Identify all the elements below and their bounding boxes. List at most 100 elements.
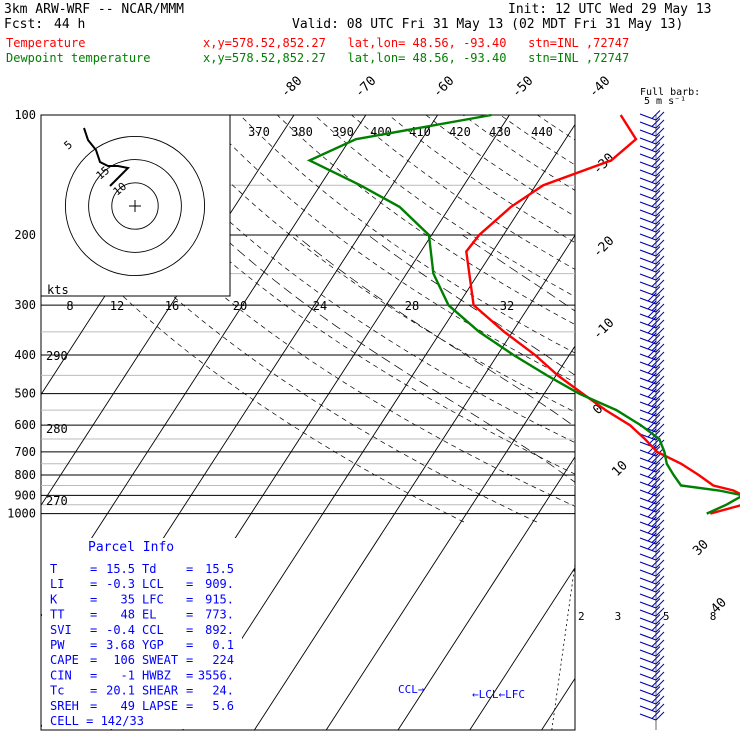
wind-barb-flag — [655, 703, 665, 713]
wind-barb-flag — [655, 679, 665, 689]
wind-barb-flag — [651, 502, 661, 511]
parcel-eq: = — [90, 562, 97, 576]
wind-barb-flag — [651, 462, 661, 471]
dry-adiabat — [91, 115, 575, 475]
wind-barb-flag — [655, 175, 665, 185]
wind-barb-flag — [655, 279, 665, 289]
wind-barb-flag — [647, 508, 657, 518]
wind-barb — [639, 553, 657, 561]
wind-barb-flag — [647, 484, 657, 494]
wind-barb-flag — [647, 300, 657, 310]
wind-barb-flag — [651, 222, 661, 231]
parcel-eq: = — [90, 623, 97, 637]
wind-barb-flag — [651, 606, 661, 615]
dry-adiabat — [649, 115, 740, 522]
isotherm-label--20: -20 — [590, 234, 617, 261]
wind-barb — [639, 601, 657, 609]
wind-barb-flag — [647, 540, 657, 550]
wind-barb — [639, 617, 657, 625]
parcel-eq: = — [90, 638, 97, 652]
wind-barb — [639, 153, 657, 161]
dewpoint-legend: Dewpoint temperature — [6, 51, 151, 65]
parcel-eq: = — [186, 638, 193, 652]
wind-barb-flag — [651, 182, 661, 191]
wind-barb-flag — [651, 158, 661, 167]
wind-barb-flag — [655, 335, 665, 345]
parcel-value: 915. — [205, 592, 234, 606]
speed-tick-16: 16 — [165, 299, 179, 313]
wind-barb-flag — [651, 254, 661, 263]
mixing-ratio-line — [551, 561, 575, 730]
isotherm-label-30: 30 — [690, 537, 712, 559]
wind-barb-flag — [655, 151, 665, 161]
wind-barb-flag — [651, 534, 661, 543]
wind-barb-flag — [655, 631, 665, 641]
isotherm--60 — [182, 123, 575, 730]
parcel-eq: = — [186, 592, 193, 606]
wind-barb-flag — [655, 167, 665, 177]
moist-adiabat — [585, 235, 740, 514]
moist-adiabat — [220, 234, 575, 483]
parcel-value: 106 — [113, 653, 135, 667]
wind-barb-flag — [655, 471, 665, 481]
wind-barb-flag — [651, 686, 661, 695]
pressure-label-1000: 1000 — [7, 507, 36, 521]
wind-barb-flag — [655, 375, 665, 385]
moist-adiabat — [462, 234, 575, 312]
parcel-value: -0.4 — [106, 623, 135, 637]
wind-barb-flag — [655, 599, 665, 609]
parcel-key: EL — [142, 608, 156, 622]
wind-barb-flag — [647, 420, 657, 430]
wind-barb — [639, 705, 657, 713]
wind-barb-flag — [651, 286, 661, 295]
wind-barb-flag — [655, 495, 665, 505]
wind-barb-flag — [651, 414, 661, 423]
isotherm--30 — [397, 456, 575, 730]
wind-barb-flag — [651, 486, 661, 495]
wind-barb-flag — [651, 470, 661, 479]
pressure-label-200: 200 — [14, 228, 36, 242]
theta-top-label-440: 440 — [531, 125, 553, 139]
dry-adiabat — [276, 115, 575, 325]
wind-barb-flag — [647, 356, 657, 366]
wind-barb-flag — [647, 404, 657, 414]
dewpoint-line — [306, 113, 740, 515]
wind-barb — [639, 585, 657, 593]
isotherm-label--10: -10 — [590, 316, 617, 343]
dry-adiabat — [128, 115, 575, 444]
wind-barb-flag — [651, 614, 661, 623]
parcel-key: LFC — [142, 592, 164, 606]
wind-barb — [639, 249, 657, 257]
parcel-key: SREH — [50, 699, 79, 713]
wind-barb-flag — [651, 654, 661, 663]
parcel-key: CCL — [142, 623, 164, 637]
wind-barb — [639, 265, 657, 273]
parcel-eq: = — [90, 592, 97, 606]
mixing-ratio-label: 5 — [663, 610, 670, 623]
wind-barb — [639, 161, 657, 169]
wind-barb-flag — [647, 364, 657, 374]
wind-barb-flag — [647, 468, 657, 478]
wind-barb — [639, 665, 657, 673]
wind-barb-flag — [655, 711, 665, 721]
wind-barb-flag — [655, 535, 665, 545]
parcel-key: CAPE — [50, 653, 79, 667]
wind-barb-flag — [647, 476, 657, 486]
parcel-eq: = — [186, 623, 193, 637]
wind-barb-flag — [651, 318, 661, 327]
parcel-value: 20.1 — [106, 684, 135, 698]
wind-barb-flag — [655, 231, 665, 241]
wind-barb-flag — [651, 342, 661, 351]
parcel-key: SHEAR — [142, 684, 179, 698]
wind-barb — [639, 713, 657, 721]
parcel-key: HWBZ — [142, 668, 171, 682]
wind-barb-flag — [655, 343, 665, 353]
moist-adiabat — [721, 235, 740, 514]
wind-barb — [639, 121, 657, 129]
theta-top-label-430: 430 — [489, 125, 511, 139]
wind-barb-flag — [655, 695, 665, 705]
wind-barb — [639, 193, 657, 201]
isotherm-10 — [685, 115, 740, 730]
wind-barb-flag — [655, 383, 665, 393]
wind-barb-flag — [655, 351, 665, 361]
